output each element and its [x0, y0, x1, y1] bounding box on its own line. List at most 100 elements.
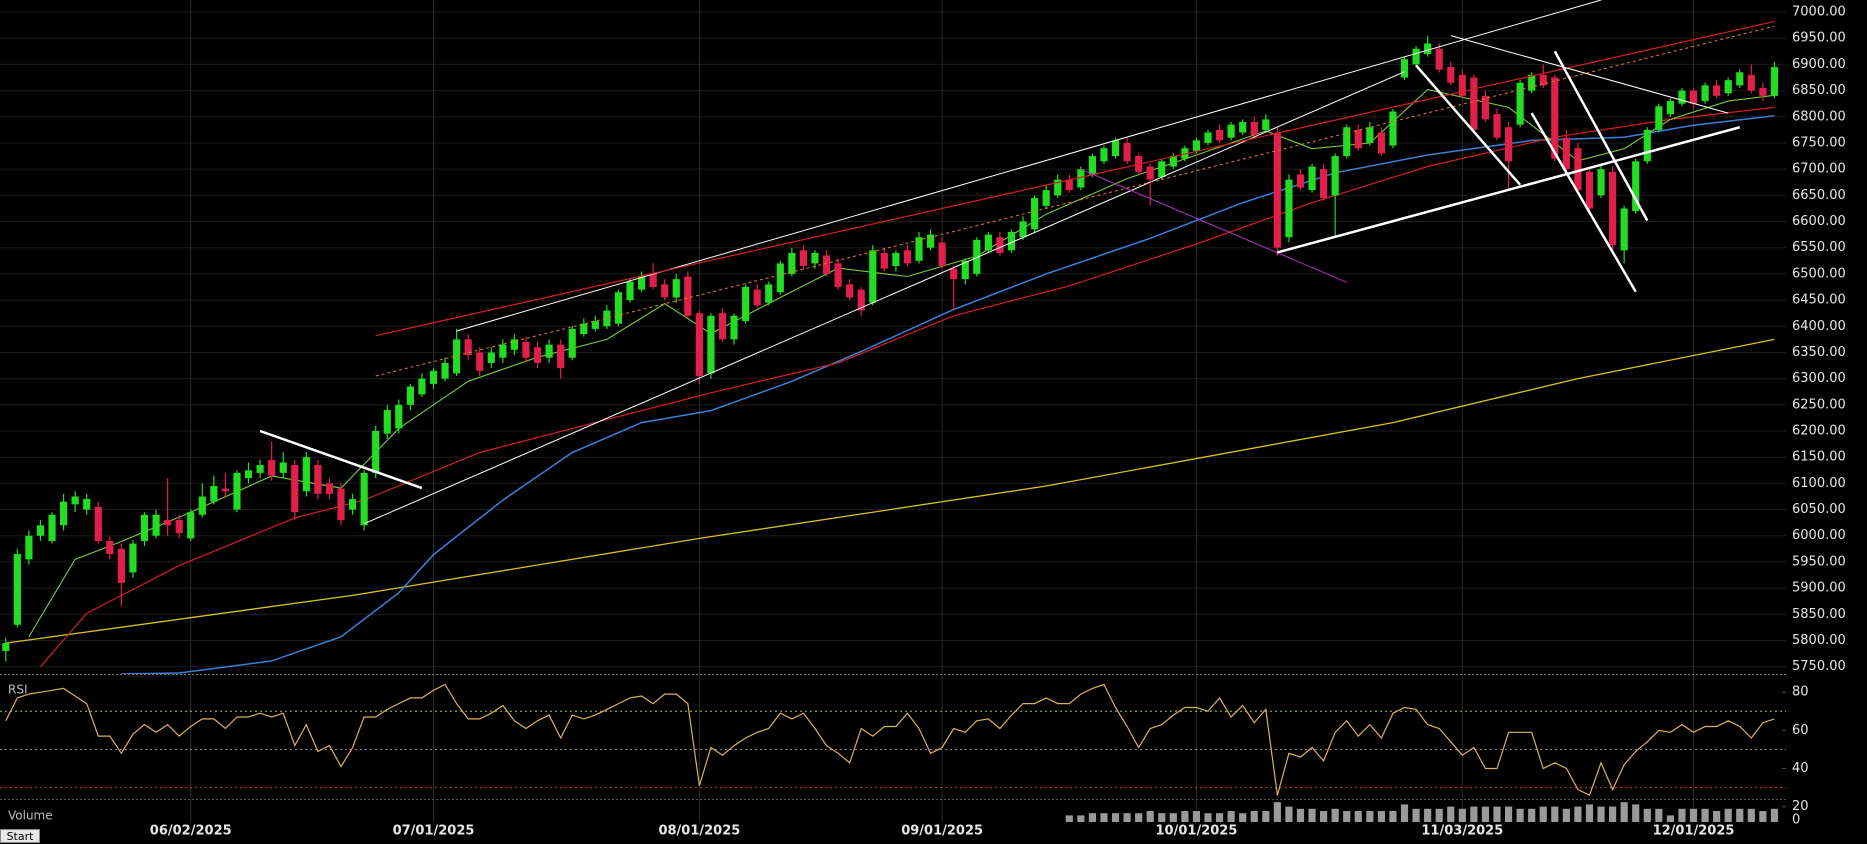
- candle-body: [1770, 67, 1779, 96]
- candle-body: [1192, 140, 1201, 151]
- volume-bar: [1065, 815, 1073, 822]
- candle-body: [1458, 74, 1466, 96]
- rsi-tick-label: 40: [1792, 761, 1809, 776]
- volume-tick-label: 0: [1792, 813, 1800, 828]
- volume-bar: [1516, 808, 1524, 822]
- volume-bar: [1135, 813, 1143, 822]
- candle-body: [476, 352, 484, 371]
- candle-body: [2, 643, 10, 651]
- candle-body: [1655, 106, 1663, 130]
- candle-body: [279, 462, 287, 473]
- candle-body: [1320, 169, 1328, 198]
- y-tick-label: 6550.00: [1792, 240, 1846, 255]
- candle-body: [1019, 221, 1027, 238]
- volume-bar: [1146, 811, 1154, 822]
- y-tick-label: 6450.00: [1792, 293, 1846, 308]
- candle-body: [1007, 231, 1016, 251]
- candle-body: [302, 457, 310, 492]
- volume-bar: [1597, 806, 1605, 822]
- y-tick-label: 6850.00: [1792, 83, 1846, 98]
- candle-body: [996, 237, 1004, 253]
- candle-body: [557, 344, 565, 369]
- candle-body: [152, 514, 160, 536]
- y-tick-label: 6950.00: [1792, 31, 1846, 46]
- candle-body: [1227, 124, 1235, 138]
- candle-body: [1597, 169, 1605, 196]
- candle-body: [1481, 95, 1490, 120]
- candle-body: [892, 252, 900, 267]
- volume-bar: [1562, 808, 1570, 822]
- candle-body: [1713, 85, 1721, 96]
- y-tick-label: 6000.00: [1792, 528, 1846, 543]
- start-button[interactable]: Start: [0, 829, 40, 843]
- candle-body: [1169, 156, 1177, 167]
- volume-bar: [1528, 808, 1536, 822]
- candle-body: [834, 263, 842, 287]
- candle-body: [1285, 179, 1293, 238]
- candle-body: [799, 250, 807, 267]
- candle-body: [1239, 122, 1247, 133]
- candle-body: [1077, 169, 1085, 188]
- candle-body: [429, 370, 438, 384]
- indicator-panel: [0, 683, 1786, 822]
- volume-bar: [1331, 808, 1339, 822]
- candle-body: [1424, 43, 1432, 54]
- candle-body: [765, 284, 773, 303]
- candle-body: [1400, 59, 1409, 78]
- average-line: [5, 338, 1775, 644]
- volume-bar: [1458, 808, 1466, 822]
- volume-bar: [1123, 813, 1131, 822]
- candle-body: [383, 410, 391, 434]
- candle-body: [1065, 179, 1073, 191]
- candle-body: [1551, 77, 1559, 159]
- candle-body: [672, 279, 680, 298]
- y-tick-label: 5950.00: [1792, 554, 1846, 569]
- candle-body: [1504, 127, 1513, 162]
- volume-bar: [1539, 806, 1547, 822]
- average-line: [28, 89, 1775, 638]
- candle-body: [822, 255, 831, 274]
- volume-bar: [1412, 808, 1420, 822]
- candle-body: [244, 470, 253, 479]
- price-panel: [2, 0, 1779, 674]
- volume-bar: [1320, 811, 1328, 822]
- y-tick-label: 6700.00: [1792, 162, 1846, 177]
- candle-body: [788, 252, 796, 274]
- candle-body: [1146, 166, 1154, 180]
- volume-bar: [1343, 811, 1351, 822]
- candle-body: [487, 352, 495, 363]
- volume-bar: [1470, 806, 1478, 822]
- candle-body: [961, 260, 969, 280]
- y-tick-label: 6900.00: [1792, 57, 1846, 72]
- candle-body: [718, 313, 727, 340]
- candle-body: [730, 315, 738, 340]
- candle-body: [1354, 129, 1362, 149]
- volume-bar: [1285, 806, 1293, 822]
- candle-body: [1759, 87, 1767, 96]
- candle-body: [1585, 171, 1594, 209]
- candle-body: [1493, 114, 1501, 138]
- candle-body: [395, 404, 403, 429]
- candle-body: [973, 239, 981, 274]
- trendline: [259, 429, 423, 490]
- y-tick-label: 5800.00: [1792, 633, 1846, 648]
- trendline: [375, 25, 1775, 377]
- candle-body: [580, 323, 588, 335]
- candle-body: [1574, 148, 1582, 191]
- candle-body: [1562, 137, 1570, 170]
- candle-body: [1296, 174, 1305, 188]
- volume-bar: [1481, 806, 1490, 822]
- candle-body: [649, 273, 657, 287]
- candle-body: [372, 431, 380, 473]
- candle-body: [1632, 161, 1640, 212]
- candle-body: [695, 313, 703, 377]
- candle-body: [1516, 82, 1524, 125]
- volume-label: Volume: [8, 809, 53, 823]
- candle-body: [221, 488, 230, 492]
- volume-bar: [1620, 802, 1628, 822]
- volume-bar: [1504, 806, 1513, 822]
- candle-body: [325, 483, 334, 494]
- volume-bar: [1574, 806, 1582, 822]
- x-tick-label: 10/01/2025: [1156, 824, 1238, 839]
